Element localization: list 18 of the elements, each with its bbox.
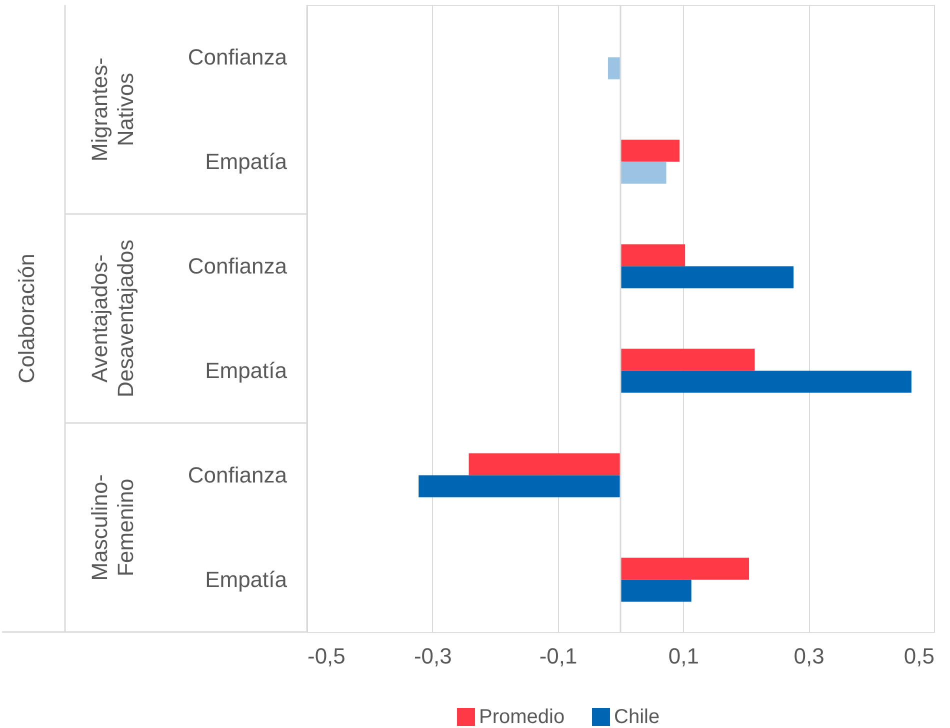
x-tick-label: 0,3 [794, 644, 824, 668]
y-tick-label: Confianza [188, 44, 288, 70]
x-tick-label: -0,5 [308, 644, 346, 668]
legend-label: Chile [614, 706, 660, 728]
text: Migrantes-Nativos [87, 58, 138, 162]
legend-label: Promedio [479, 706, 565, 728]
text: Masculino-Femenino [87, 474, 138, 581]
x-tick-label: 0,1 [668, 644, 699, 668]
x-tick-label: 0,5 [904, 644, 934, 668]
y-tick-label: Empatía [205, 566, 288, 592]
y-tick-label: Confianza [188, 462, 288, 488]
y-tick-label: Empatía [205, 358, 288, 383]
text: Aventajados-Desaventajados [87, 240, 138, 398]
x-tick-label: -0,3 [414, 644, 452, 668]
x-tick-label: -0,1 [539, 644, 578, 668]
text: Colaboración [14, 254, 39, 384]
y-tick-label: Confianza [188, 253, 288, 278]
y-tick-label: Empatía [205, 148, 288, 174]
